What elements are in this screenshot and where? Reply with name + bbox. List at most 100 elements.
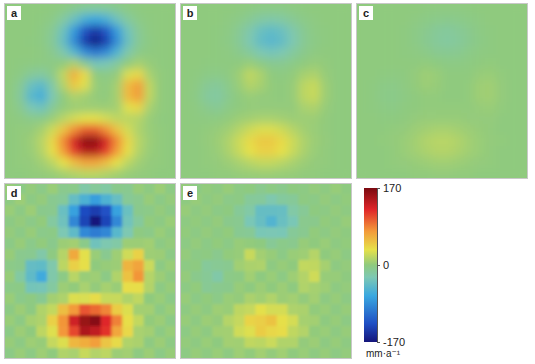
heatmap-cell <box>234 337 245 349</box>
heatmap-cell <box>202 304 213 316</box>
heatmap-cell <box>101 102 112 114</box>
heatmap-cell <box>155 113 166 125</box>
heatmap-cell <box>266 249 277 261</box>
heatmap-cell <box>122 293 133 305</box>
heatmap-cell <box>266 183 277 195</box>
heatmap-cell <box>399 168 410 179</box>
heatmap-cell <box>112 216 123 228</box>
heatmap-cell <box>165 113 176 125</box>
heatmap-cell <box>234 260 245 272</box>
heatmap-cell <box>112 146 123 158</box>
heatmap-cell <box>245 146 256 158</box>
heatmap-cell <box>165 348 176 359</box>
heatmap-cell <box>36 337 47 349</box>
heatmap-cell <box>36 91 47 103</box>
heatmap-cell <box>180 124 191 136</box>
heatmap-cell <box>36 135 47 147</box>
heatmap-cell <box>212 36 223 48</box>
heatmap-cell <box>180 36 191 48</box>
heatmap-cell <box>112 3 123 15</box>
heatmap-cell <box>69 146 80 158</box>
heatmap-cell <box>26 326 37 338</box>
heatmap-cell <box>410 58 421 70</box>
heatmap-cell <box>245 216 256 228</box>
heatmap-cell <box>36 14 47 26</box>
heatmap-cell <box>26 58 37 70</box>
heatmap-cell <box>58 14 69 26</box>
heatmap-cell <box>245 249 256 261</box>
heatmap-cell <box>155 315 166 327</box>
heatmap-cell <box>474 146 485 158</box>
heatmap-cell <box>356 58 367 70</box>
panel-frame <box>5 184 176 359</box>
heatmap-cell <box>191 168 202 179</box>
heatmap-cell <box>47 168 58 179</box>
colorbar-tick-mark <box>377 342 380 343</box>
heatmap-cell <box>212 183 223 195</box>
heatmap-cell <box>255 337 266 349</box>
heatmap-cell <box>79 216 90 228</box>
heatmap-cell <box>4 69 15 81</box>
heatmap-cell <box>378 168 389 179</box>
heatmap-cell <box>356 80 367 92</box>
heatmap-cell <box>507 102 518 114</box>
panel-label: c <box>363 7 369 19</box>
heatmap-cell <box>464 135 475 147</box>
heatmap-cell <box>155 168 166 179</box>
heatmap-cell <box>410 157 421 169</box>
panel-label: e <box>187 187 193 199</box>
heatmap-cell <box>234 168 245 179</box>
heatmap-cell <box>223 326 234 338</box>
heatmap-cell <box>399 91 410 103</box>
heatmap-cell <box>101 238 112 250</box>
heatmap-cell <box>421 80 432 92</box>
heatmap-cell <box>101 304 112 316</box>
heatmap-cell <box>453 157 464 169</box>
heatmap-cell <box>223 260 234 272</box>
heatmap-cell <box>47 194 58 206</box>
heatmap-cell <box>90 282 101 294</box>
heatmap-cell <box>90 91 101 103</box>
heatmap-cell <box>69 80 80 92</box>
heatmap-cell <box>26 194 37 206</box>
heatmap-cell <box>331 25 342 37</box>
heatmap-cell <box>122 135 133 147</box>
heatmap-cell <box>517 36 528 48</box>
heatmap-cell <box>288 238 299 250</box>
heatmap-cell <box>356 47 367 59</box>
heatmap-cell <box>202 36 213 48</box>
heatmap-cell <box>69 326 80 338</box>
heatmap-cell <box>298 157 309 169</box>
heatmap-cell <box>517 135 528 147</box>
heatmap-cell <box>507 36 518 48</box>
heatmap-cell <box>453 146 464 158</box>
heatmap-cell <box>442 58 453 70</box>
heatmap-cell <box>399 69 410 81</box>
heatmap-cell <box>442 3 453 15</box>
heatmap-cell <box>517 47 528 59</box>
heatmap-cell <box>255 205 266 217</box>
heatmap-cell <box>356 102 367 114</box>
panel-label: d <box>11 187 18 199</box>
heatmap-cell <box>378 69 389 81</box>
heatmap-cell <box>212 91 223 103</box>
heatmap-cell <box>4 304 15 316</box>
colorbar-tick-label: 0 <box>383 259 389 271</box>
heatmap-cell <box>69 69 80 81</box>
heatmap-cell <box>341 227 352 239</box>
heatmap-cell <box>202 238 213 250</box>
colorbar-tick: 170 <box>377 182 401 194</box>
heatmap-cell <box>277 91 288 103</box>
figure: abcde-1700170mm·a⁻¹ <box>0 0 535 364</box>
heatmap-cell <box>234 91 245 103</box>
heatmap-cell <box>234 216 245 228</box>
heatmap-cell <box>79 146 90 158</box>
heatmap-cell <box>26 282 37 294</box>
heatmap-cell <box>90 304 101 316</box>
heatmap-cell <box>234 271 245 283</box>
heatmap-cell <box>255 326 266 338</box>
heatmap-cell <box>277 315 288 327</box>
heatmap-cell <box>212 227 223 239</box>
heatmap-cell <box>202 348 213 359</box>
cells <box>4 3 176 179</box>
